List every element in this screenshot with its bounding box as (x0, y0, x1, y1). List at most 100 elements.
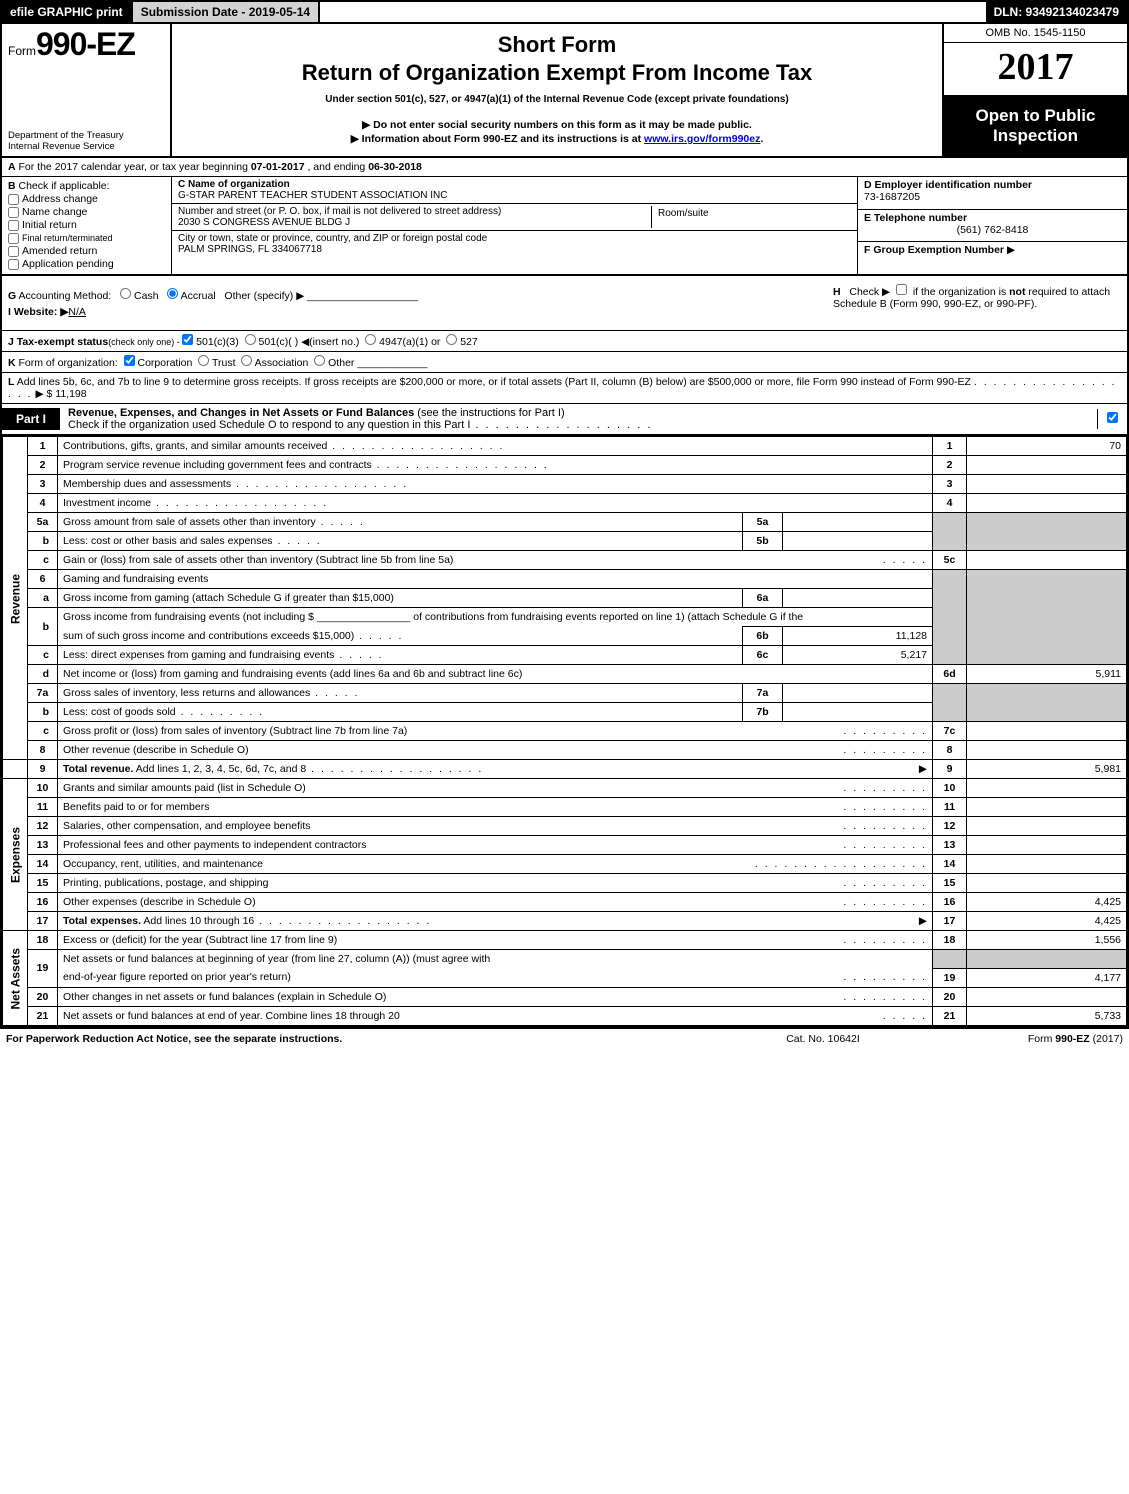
h-not: not (1009, 286, 1025, 298)
omb-number: OMB No. 1545-1150 (944, 24, 1127, 43)
line13-num: 13 (28, 836, 58, 855)
line7a-dots (310, 687, 359, 699)
footer-right-pre: Form (1028, 1033, 1055, 1045)
radio-trust[interactable] (198, 355, 209, 366)
line10-desc: Grants and similar amounts paid (list in… (63, 782, 306, 794)
opt-final-return: Final return/terminated (22, 233, 113, 243)
line19-ln: 19 (933, 968, 967, 987)
form-prefix: Form (8, 44, 36, 58)
line6d-num: d (28, 665, 58, 684)
chk-501c3[interactable] (182, 334, 193, 345)
section-h: H Check ▶ if the organization is not req… (827, 276, 1127, 330)
radio-accrual[interactable] (167, 288, 178, 299)
line10-dots (843, 782, 927, 794)
opt-association: Association (255, 357, 309, 369)
radio-527[interactable] (446, 334, 457, 345)
part1-table: Revenue 1 Contributions, gifts, grants, … (2, 436, 1127, 1026)
opt-amended-return: Amended return (22, 245, 97, 257)
chk-amended-return[interactable] (8, 246, 19, 257)
short-form-title: Short Form (182, 32, 932, 58)
line15-desc: Printing, publications, postage, and shi… (63, 877, 268, 889)
line7a-num: 7a (28, 684, 58, 703)
opt-4947: 4947(a)(1) or (379, 336, 440, 348)
sidecat-netassets: Net Assets (3, 931, 28, 1026)
line5a-sub: 5a (743, 513, 783, 532)
line6b-desc2: of contributions from fundraising events… (413, 611, 803, 623)
chk-address-change[interactable] (8, 194, 19, 205)
line6d-ln: 6d (933, 665, 967, 684)
line1-amount: 70 (967, 437, 1127, 456)
line14-desc: Occupancy, rent, utilities, and maintena… (63, 858, 263, 870)
label-b: B (8, 180, 16, 192)
line5c-amount (967, 551, 1127, 570)
section-g-i: G Accounting Method: Cash Accrual Other … (2, 276, 827, 330)
part1-title: Revenue, Expenses, and Changes in Net As… (60, 404, 1097, 434)
line19-shade-ln (933, 950, 967, 969)
line20-desc: Other changes in net assets or fund bala… (63, 991, 386, 1003)
instructions-link[interactable]: www.irs.gov/form990ez (644, 133, 760, 145)
radio-association[interactable] (241, 355, 252, 366)
section-ghi: G Accounting Method: Cash Accrual Other … (2, 276, 1127, 331)
header-right: OMB No. 1545-1150 2017 Open to Public In… (942, 24, 1127, 156)
line17-desc-bold: Total expenses. (63, 915, 141, 927)
chk-schedule-o-part1[interactable] (1107, 412, 1118, 423)
section-k: K Form of organization: Corporation Trus… (2, 352, 1127, 373)
line7a-subval (783, 684, 933, 703)
label-i-website: I Website: ▶ (8, 306, 68, 318)
line8-dots (843, 744, 927, 756)
line17-amount: 4,425 (967, 912, 1127, 931)
radio-501c[interactable] (245, 334, 256, 345)
line4-ln: 4 (933, 494, 967, 513)
radio-4947[interactable] (365, 334, 376, 345)
instructions-line: ▶ Information about Form 990-EZ and its … (182, 133, 932, 145)
line13-desc: Professional fees and other payments to … (63, 839, 367, 851)
chk-application-pending[interactable] (8, 259, 19, 270)
opt-application-pending: Application pending (22, 258, 114, 270)
line2-amount (967, 456, 1127, 475)
h-text2: if the organization is (913, 286, 1009, 298)
line14-ln: 14 (933, 855, 967, 874)
form-990ez-document: efile GRAPHIC print Submission Date - 20… (0, 0, 1129, 1028)
line15-num: 15 (28, 874, 58, 893)
line18-desc: Excess or (deficit) for the year (Subtra… (63, 934, 337, 946)
line21-ln: 21 (933, 1006, 967, 1025)
chk-final-return[interactable] (8, 233, 19, 244)
line18-amount: 1,556 (967, 931, 1127, 950)
line18-num: 18 (28, 931, 58, 950)
label-d-ein: D Employer identification number (864, 179, 1121, 191)
efile-print-label: efile GRAPHIC print (2, 2, 131, 22)
label-c-name: C Name of organization (178, 179, 851, 190)
line7ab-shade-amt (967, 684, 1127, 722)
return-title: Return of Organization Exempt From Incom… (182, 60, 932, 86)
line6-shade-amt (967, 570, 1127, 665)
line16-amount: 4,425 (967, 893, 1127, 912)
chk-name-change[interactable] (8, 207, 19, 218)
radio-other-org[interactable] (314, 355, 325, 366)
opt-address-change: Address change (22, 193, 98, 205)
instructions-pre: ▶ Information about Form 990-EZ and its … (351, 133, 644, 145)
line6a-sub: 6a (743, 589, 783, 608)
chk-initial-return[interactable] (8, 220, 19, 231)
label-room-suite: Room/suite (658, 208, 845, 219)
line9-ln: 9 (933, 760, 967, 779)
line15-ln: 15 (933, 874, 967, 893)
chk-corporation[interactable] (124, 355, 135, 366)
line5a-dots (316, 516, 365, 528)
line11-amount (967, 798, 1127, 817)
line1-desc: Contributions, gifts, grants, and simila… (63, 440, 327, 452)
line6-num: 6 (28, 570, 58, 589)
line5ab-shade-amt (967, 513, 1127, 551)
chk-schedule-b[interactable] (896, 284, 907, 295)
line20-num: 20 (28, 987, 58, 1006)
line9-num: 9 (28, 760, 58, 779)
opt-cash: Cash (134, 290, 159, 302)
radio-cash[interactable] (120, 288, 131, 299)
line4-amount (967, 494, 1127, 513)
line2-dots (372, 459, 549, 471)
line6a-subval (783, 589, 933, 608)
line1-ln: 1 (933, 437, 967, 456)
line16-dots (843, 896, 927, 908)
line15-dots (843, 877, 927, 889)
return-subtitle: Under section 501(c), 527, or 4947(a)(1)… (182, 94, 932, 105)
sec-a-pre: For the 2017 calendar year, or tax year … (16, 161, 251, 173)
